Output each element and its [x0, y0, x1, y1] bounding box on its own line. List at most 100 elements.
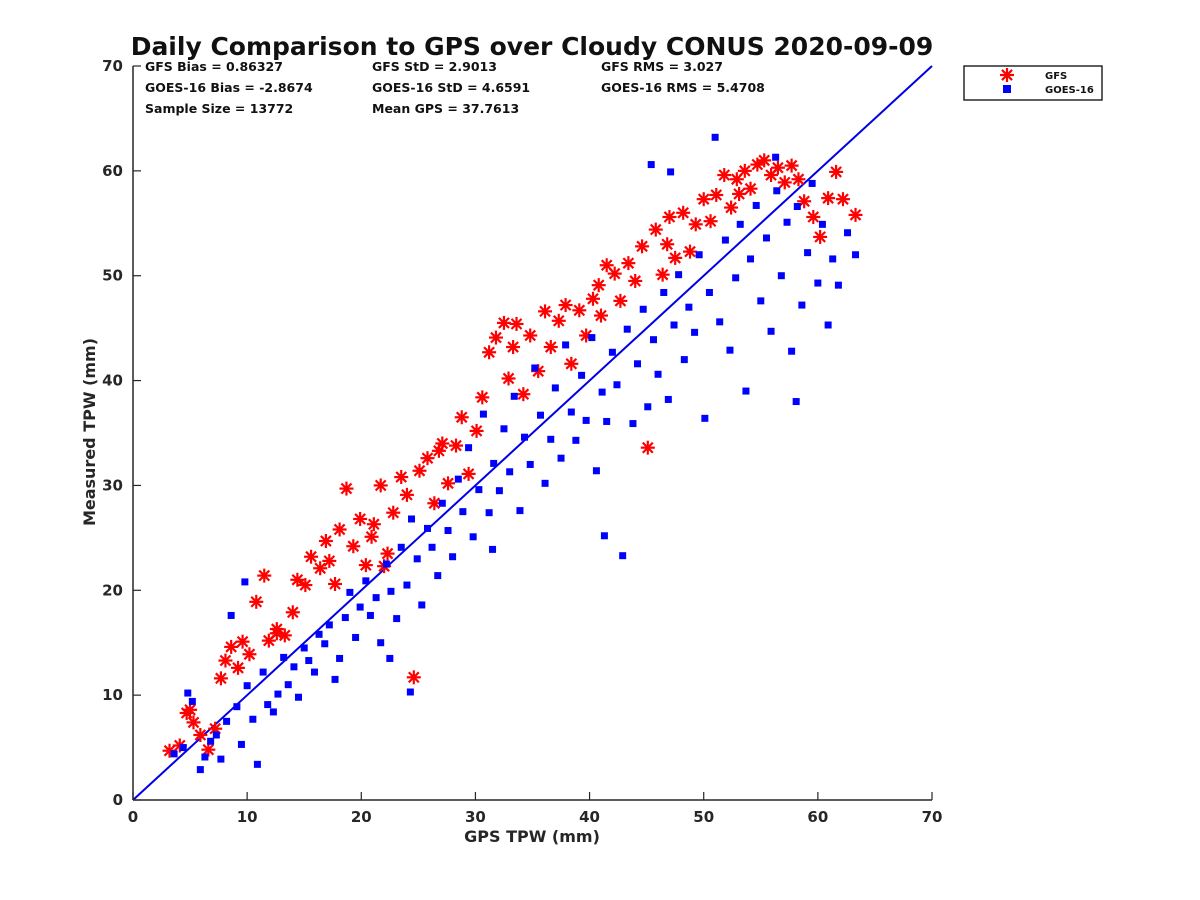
data-point-goes-16 [547, 435, 555, 443]
data-point-goes-16 [598, 388, 606, 396]
data-point-goes-16 [489, 545, 497, 553]
data-point-gfs [380, 546, 395, 561]
data-point-gfs [364, 529, 379, 544]
data-point-gfs [285, 605, 300, 620]
data-point-goes-16 [516, 507, 524, 515]
y-tick-label: 10 [102, 686, 123, 704]
data-point-goes-16 [223, 717, 231, 725]
data-point-gfs [523, 328, 538, 343]
data-point-gfs [835, 192, 850, 207]
data-point-goes-16 [716, 318, 724, 326]
data-point-goes-16 [212, 731, 220, 739]
data-point-gfs [757, 153, 772, 168]
data-point-goes-16 [179, 744, 187, 752]
data-point-gfs [441, 476, 456, 491]
data-point-gfs [257, 568, 272, 583]
legend-box [963, 65, 1103, 101]
legend-label-goes-16: GOES-16 [1045, 85, 1094, 96]
data-point-goes-16 [500, 425, 508, 433]
data-point-goes-16 [818, 220, 826, 228]
data-point-gfs [621, 256, 636, 271]
data-point-gfs [261, 633, 276, 648]
data-point-gfs [732, 186, 747, 201]
data-point-goes-16 [188, 697, 196, 705]
data-point-goes-16 [243, 682, 251, 690]
data-point-gfs [224, 639, 239, 654]
data-point-goes-16 [551, 384, 559, 392]
data-point-goes-16 [352, 633, 360, 641]
data-point-goes-16 [629, 420, 637, 428]
data-point-gfs [506, 340, 521, 355]
plot-area [132, 65, 933, 801]
data-point-goes-16 [808, 179, 816, 187]
data-point-gfs [509, 316, 524, 331]
data-point-goes-16 [814, 279, 822, 287]
data-point-goes-16 [510, 392, 518, 400]
data-point-goes-16 [691, 328, 699, 336]
data-point-goes-16 [362, 577, 370, 585]
data-point-goes-16 [217, 755, 225, 763]
data-point-gfs [231, 660, 246, 675]
data-point-gfs [313, 561, 328, 576]
y-tick-label: 70 [102, 57, 123, 75]
data-point-gfs [235, 634, 250, 649]
data-point-gfs [662, 209, 677, 224]
data-point-gfs [290, 572, 305, 587]
data-point-gfs [322, 553, 337, 568]
stat-goes-std: GOES-16 StD = 4.6591 [372, 80, 530, 95]
data-point-goes-16 [732, 274, 740, 282]
data-point-goes-16 [233, 703, 241, 711]
data-point-gfs [848, 207, 863, 222]
x-tick-label: 70 [922, 808, 943, 826]
series-goes-16 [170, 133, 860, 774]
data-point-goes-16 [660, 288, 668, 296]
one-to-one-line [132, 65, 933, 801]
data-point-goes-16 [834, 281, 842, 289]
data-point-gfs [304, 549, 319, 564]
data-point-goes-16 [490, 459, 498, 467]
data-point-goes-16 [649, 336, 657, 344]
data-point-goes-16 [536, 411, 544, 419]
data-point-goes-16 [290, 663, 298, 671]
data-point-gfs [366, 517, 381, 532]
stat-mean-gps: Mean GPS = 37.7613 [372, 101, 519, 116]
data-point-goes-16 [829, 255, 837, 263]
data-point-goes-16 [664, 395, 672, 403]
data-point-gfs [501, 371, 516, 386]
data-point-goes-16 [721, 236, 729, 244]
data-point-gfs [298, 578, 313, 593]
data-point-gfs [496, 315, 511, 330]
data-point-gfs [599, 258, 614, 273]
data-point-goes-16 [315, 630, 323, 638]
data-point-gfs [269, 626, 284, 641]
data-point-goes-16 [495, 487, 503, 495]
data-point-goes-16 [762, 234, 770, 242]
data-point-gfs [242, 647, 257, 662]
data-point-goes-16 [428, 543, 436, 551]
data-point-gfs [829, 164, 844, 179]
data-point-goes-16 [619, 552, 627, 560]
data-point-gfs [668, 250, 683, 265]
data-point-goes-16 [170, 750, 178, 758]
data-point-gfs [449, 438, 464, 453]
data-point-goes-16 [237, 740, 245, 748]
data-point-gfs [724, 200, 739, 215]
data-point-gfs [806, 209, 821, 224]
data-point-goes-16 [284, 681, 292, 689]
data-point-goes-16 [423, 524, 431, 532]
data-point-goes-16 [639, 305, 647, 313]
data-point-goes-16 [667, 168, 675, 176]
data-point-gfs [696, 192, 711, 207]
data-point-gfs [201, 742, 216, 757]
data-point-gfs [709, 187, 724, 202]
data-point-gfs [770, 160, 785, 175]
data-point-gfs [572, 303, 587, 318]
data-point-goes-16 [792, 398, 800, 406]
data-point-goes-16 [736, 220, 744, 228]
data-point-gfs [813, 229, 828, 244]
data-point-goes-16 [557, 454, 565, 462]
data-point-gfs [791, 172, 806, 187]
data-point-goes-16 [541, 479, 549, 487]
data-point-goes-16 [572, 436, 580, 444]
data-point-goes-16 [274, 690, 282, 698]
